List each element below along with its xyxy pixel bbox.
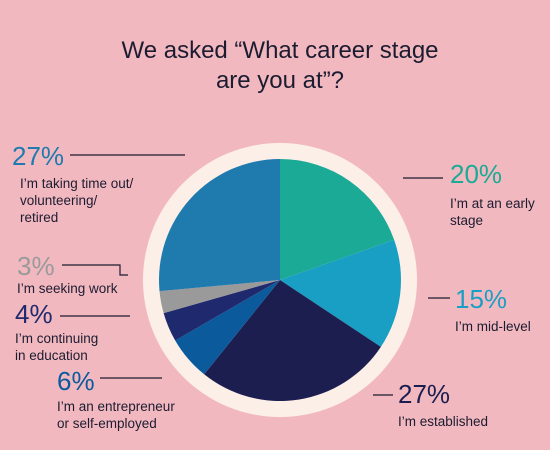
value-label: 15% (455, 284, 508, 314)
category-label: I’m an entrepreneur or self-employed (57, 399, 175, 431)
value-label: 4% (15, 299, 53, 329)
value-label: 27% (398, 379, 451, 409)
pie-slice (204, 280, 381, 401)
pie-slice (158, 159, 280, 292)
pie-slice (280, 239, 401, 347)
category-label: I’m taking time out/ volunteering/ retir… (20, 176, 134, 225)
leader-line (62, 264, 128, 276)
chart-title: We asked “What career stage are you at”? (121, 37, 439, 94)
category-label: I’m seeking work (17, 281, 118, 296)
category-label: I’m continuing in education (15, 331, 99, 363)
value-label: 6% (57, 366, 95, 396)
category-label: I’m at an early stage (450, 196, 535, 228)
category-label: I’m established (398, 414, 489, 429)
pie-slice (175, 280, 280, 375)
pie-slice (280, 159, 395, 280)
value-label: 3% (17, 251, 55, 281)
category-label: I’m mid-level (455, 319, 531, 334)
value-label: 20% (450, 159, 503, 189)
pie-slice (163, 280, 280, 341)
value-label: 27% (12, 141, 65, 171)
pie-slice (159, 280, 280, 314)
